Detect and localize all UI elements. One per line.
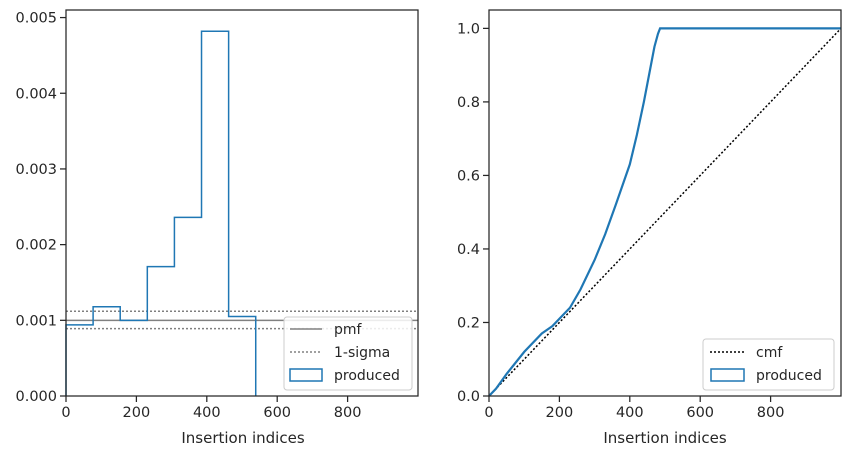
histogram-bin — [202, 31, 229, 396]
histogram-y-tick-label: 0.004 — [15, 86, 57, 102]
histogram-bin — [174, 217, 201, 396]
histogram-y-ticks: 0.000 0.001 0.002 0.003 0.004 0.005 — [15, 11, 66, 405]
histogram-bin — [66, 325, 93, 396]
histogram-y-tick-label: 0.002 — [15, 238, 57, 254]
cdf-legend: cmf produced — [702, 338, 835, 391]
histogram-y-tick-label: 0.005 — [15, 11, 57, 27]
cdf-y-ticks: 0.0 0.2 0.4 0.6 0.8 1.0 — [457, 21, 489, 405]
cdf-y-tick-label: 0.4 — [457, 242, 480, 258]
histogram-x-axis-label: Insertion indices — [181, 429, 304, 447]
cdf-y-tick-label: 0.2 — [457, 315, 480, 331]
cdf-x-tick-label: 800 — [757, 405, 785, 421]
legend-produced-swatch — [289, 368, 323, 382]
legend-produced-label: produced — [334, 368, 400, 384]
histogram-legend: pmf 1-sigma produced — [283, 316, 413, 391]
histogram-x-tick-label: 600 — [263, 405, 291, 421]
legend-sigma-label: 1-sigma — [334, 345, 390, 361]
legend-cdf-produced-swatch — [710, 368, 745, 382]
histogram-y-tick-label: 0.001 — [15, 313, 57, 329]
cdf-x-tick-label: 0 — [484, 405, 493, 421]
histogram-x-ticks: 0 200 400 600 800 — [61, 396, 361, 421]
cdf-y-tick-label: 0.8 — [457, 95, 480, 111]
histogram-bin — [147, 267, 174, 396]
histogram-x-tick-label: 400 — [193, 405, 221, 421]
histogram-y-tick-label: 0.003 — [15, 162, 57, 178]
histogram-x-tick-label: 800 — [334, 405, 362, 421]
produced-histogram-step — [65, 30, 257, 396]
cdf-x-tick-label: 200 — [546, 405, 574, 421]
cdf-x-axis-label: Insertion indices — [603, 429, 726, 447]
cdf-x-tick-label: 400 — [616, 405, 644, 421]
histogram-y-tick-label: 0.000 — [15, 389, 57, 405]
histogram-bin — [120, 320, 147, 396]
histogram-legend-box — [283, 316, 413, 391]
legend-cdf-produced-label: produced — [756, 368, 822, 384]
cdf-plot-area — [488, 27, 842, 397]
cdf-y-tick-label: 1.0 — [457, 21, 480, 37]
legend-pmf-label: pmf — [334, 322, 363, 338]
histogram-panel: 0 200 400 600 800 0.0000.0010.0020.0030.0040… — [15, 9, 419, 447]
histogram-x-tick-label: 0 — [61, 405, 70, 421]
cdf-y-tick-label: 0.6 — [457, 168, 480, 184]
cdf-axes-frame — [488, 9, 842, 397]
cmf-line — [488, 27, 842, 397]
legend-cmf-label: cmf — [756, 345, 783, 361]
histogram-axes-frame — [65, 9, 419, 397]
cdf-x-tick-label: 600 — [686, 405, 714, 421]
produced-cdf-line — [488, 27, 841, 397]
cdf-y-tick-label: 0.0 — [457, 389, 480, 405]
histogram-x-tick-label: 200 — [123, 405, 151, 421]
cdf-x-ticks: 0 200 400 600 800 — [484, 396, 784, 421]
cdf-panel: 0 200 400 600 800 0.0 0.2 0.4 0.6 0.8 1.0 Inserti… — [457, 9, 842, 447]
